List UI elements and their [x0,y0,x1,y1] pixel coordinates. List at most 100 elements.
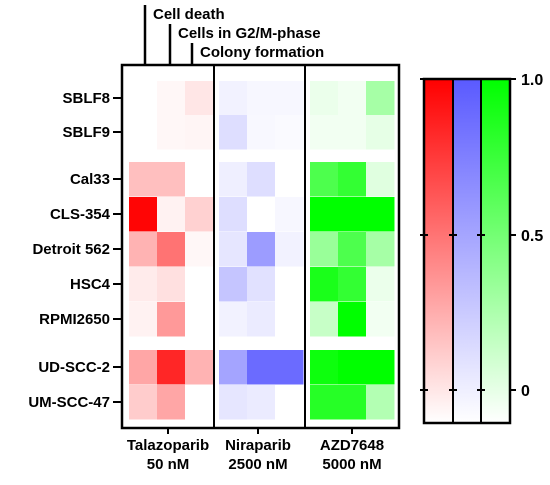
cell-azd7648-sblf8-1 [310,81,339,116]
row-label-sblf9: SBLF9 [62,124,110,141]
colorbar-frame [422,77,512,425]
cell-talazoparib-ud-scc-2-1 [129,350,158,385]
cell-azd7648-detroit-562-2 [338,232,367,267]
cell-talazoparib-cal33-1 [129,162,158,197]
colorbar-label-2: 0.5 [521,228,543,245]
col-header-cells-in-g2-m-phase: Cells in G2/M-phase [178,25,321,42]
cell-niraparib-cal33-3 [275,162,304,197]
cell-talazoparib-um-scc-47-1 [129,385,158,420]
row-label-um-scc-47: UM-SCC-47 [28,394,110,411]
cell-talazoparib-cal33-3 [185,162,214,197]
cell-niraparib-detroit-562-2 [247,232,276,267]
cell-azd7648-cls-354-3 [366,197,395,232]
cell-azd7648-sblf8-2 [338,81,367,116]
cell-azd7648-ud-scc-2-1 [310,350,339,385]
cell-niraparib-um-scc-47-2 [247,385,276,420]
cell-niraparib-ud-scc-2-1 [219,350,248,385]
cell-azd7648-detroit-562-1 [310,232,339,267]
cell-niraparib-cls-354-1 [219,197,248,232]
row-label-ud-scc-2: UD-SCC-2 [38,359,110,376]
cell-azd7648-um-scc-47-2 [338,385,367,420]
cell-niraparib-ud-scc-2-2 [247,350,276,385]
cell-azd7648-sblf8-3 [366,81,395,116]
colorbar-talazoparib [424,79,452,423]
cell-talazoparib-ud-scc-2-2 [157,350,186,385]
cell-niraparib-cal33-2 [247,162,276,197]
cell-azd7648-hsc4-3 [366,267,395,302]
cell-niraparib-sblf9-3 [275,115,304,150]
cell-azd7648-rpmi2650-3 [366,302,395,337]
cell-azd7648-detroit-562-3 [366,232,395,267]
drug-dose-niraparib: 2500 nM [228,456,287,473]
cell-talazoparib-sblf8-2 [157,81,186,116]
colorbar-label-1: 1.0 [521,72,543,89]
cell-azd7648-hsc4-1 [310,267,339,302]
cell-talazoparib-um-scc-47-2 [157,385,186,420]
cell-niraparib-um-scc-47-1 [219,385,248,420]
cell-talazoparib-um-scc-47-3 [185,385,214,420]
colorbar-label-3: 0 [521,383,530,400]
cell-azd7648-cls-354-1 [310,197,339,232]
cell-niraparib-ud-scc-2-3 [275,350,304,385]
cell-azd7648-sblf9-3 [366,115,395,150]
cell-azd7648-sblf9-1 [310,115,339,150]
cell-talazoparib-sblf9-2 [157,115,186,150]
cell-niraparib-sblf8-1 [219,81,248,116]
cell-talazoparib-sblf8-3 [185,81,214,116]
cell-niraparib-hsc4-3 [275,267,304,302]
cell-talazoparib-hsc4-3 [185,267,214,302]
cell-niraparib-sblf8-3 [275,81,304,116]
row-label-detroit-562: Detroit 562 [32,241,110,258]
cell-niraparib-hsc4-1 [219,267,248,302]
cell-niraparib-rpmi2650-1 [219,302,248,337]
heatmap-frame [120,63,401,430]
cell-niraparib-rpmi2650-3 [275,302,304,337]
cell-talazoparib-sblf9-3 [185,115,214,150]
drug-dose-talazoparib: 50 nM [147,456,190,473]
cell-talazoparib-sblf9-1 [129,115,158,150]
cell-azd7648-sblf9-2 [338,115,367,150]
cell-talazoparib-cls-354-3 [185,197,214,232]
cell-niraparib-cal33-1 [219,162,248,197]
cell-niraparib-detroit-562-1 [219,232,248,267]
cell-azd7648-rpmi2650-1 [310,302,339,337]
drug-dose-azd7648: 5000 nM [322,456,381,473]
cell-azd7648-um-scc-47-1 [310,385,339,420]
cell-azd7648-cal33-2 [338,162,367,197]
cell-azd7648-ud-scc-2-2 [338,350,367,385]
colorbar-azd7648 [482,79,510,423]
cell-niraparib-um-scc-47-3 [275,385,304,420]
cell-talazoparib-cls-354-2 [157,197,186,232]
row-label-sblf8: SBLF8 [62,90,110,107]
cell-azd7648-cal33-1 [310,162,339,197]
cell-talazoparib-cls-354-1 [129,197,158,232]
cell-niraparib-cls-354-2 [247,197,276,232]
row-label-rpmi2650: RPMI2650 [39,311,110,328]
drug-name-niraparib: Niraparib [225,437,291,454]
colorbar-niraparib [454,79,482,423]
row-label-cal33: Cal33 [70,171,110,188]
cell-niraparib-detroit-562-3 [275,232,304,267]
cell-talazoparib-hsc4-1 [129,267,158,302]
cell-azd7648-hsc4-2 [338,267,367,302]
cell-azd7648-cal33-3 [366,162,395,197]
cell-azd7648-ud-scc-2-3 [366,350,395,385]
cell-azd7648-cls-354-2 [338,197,367,232]
cell-talazoparib-ud-scc-2-3 [185,350,214,385]
cell-azd7648-rpmi2650-2 [338,302,367,337]
col-header-colony-formation: Colony formation [200,44,324,61]
cell-talazoparib-rpmi2650-3 [185,302,214,337]
cell-niraparib-sblf9-2 [247,115,276,150]
cell-talazoparib-rpmi2650-2 [157,302,186,337]
row-label-hsc4: HSC4 [70,276,111,293]
cell-niraparib-sblf9-1 [219,115,248,150]
drug-name-azd7648: AZD7648 [320,437,384,454]
cell-talazoparib-hsc4-2 [157,267,186,302]
cell-niraparib-rpmi2650-2 [247,302,276,337]
cell-talazoparib-detroit-562-2 [157,232,186,267]
drug-name-talazoparib: Talazoparib [127,437,209,454]
cell-azd7648-um-scc-47-3 [366,385,395,420]
cell-niraparib-sblf8-2 [247,81,276,116]
